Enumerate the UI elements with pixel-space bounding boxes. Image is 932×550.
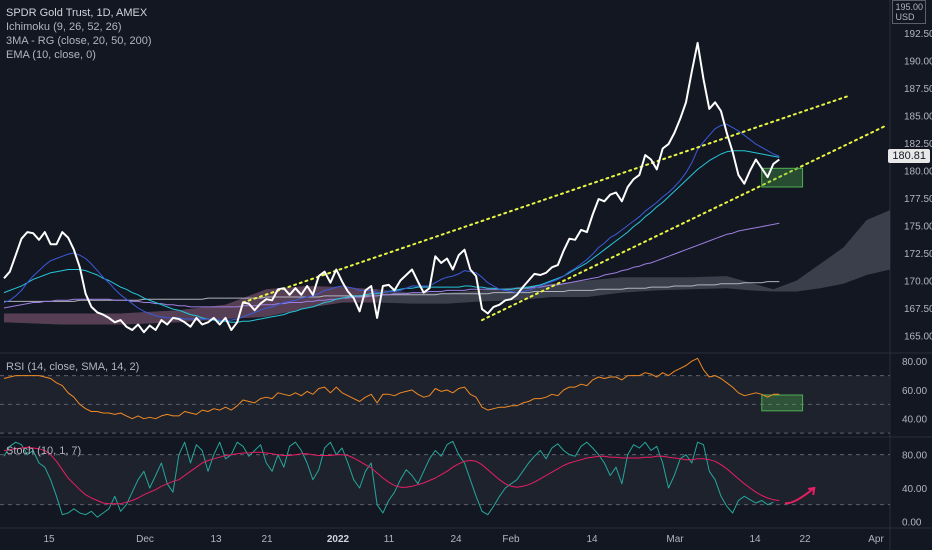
ma200-line: [4, 281, 780, 302]
ma3-label: 3MA - RG (close, 20, 50, 200): [6, 35, 152, 47]
price-tick-label: 170.00: [904, 277, 932, 288]
rsi-tick-label: 40.00: [902, 415, 927, 426]
price-tick-label: 175.00: [904, 222, 932, 233]
ichimoku-label: Ichimoku (9, 26, 52, 26): [6, 21, 122, 33]
ema-label: EMA (10, close, 0): [6, 49, 96, 61]
stoch-d-line: [3, 446, 780, 505]
time-tick-label: 24: [450, 534, 462, 545]
rsi-label: RSI (14, close, SMA, 14, 2): [6, 361, 140, 373]
time-tick-label: 14: [586, 534, 598, 545]
rsi-band: [0, 375, 890, 434]
stoch-tick-label: 80.00: [902, 451, 927, 462]
time-tick-label: Mar: [666, 534, 684, 545]
time-tick-label: 13: [210, 534, 222, 545]
ma20-line: [3, 150, 780, 323]
stoch-label: Stoch (10, 1, 7): [6, 445, 82, 457]
stoch-legend: Stoch (10, 1, 7): [6, 444, 81, 458]
trendline: [241, 94, 851, 304]
price-tick-label: 172.50: [904, 249, 932, 260]
ichimoku-cloud: [4, 210, 890, 325]
price-tick-label: 177.50: [904, 194, 932, 205]
rsi-tick-label: 80.00: [902, 357, 927, 368]
time-tick-label: 15: [43, 534, 55, 545]
top-tick-label: 195.00: [895, 2, 923, 12]
time-tick-label: Dec: [136, 534, 154, 545]
rsi-line: [3, 357, 780, 420]
currency-label: USD: [895, 12, 915, 22]
trendline: [480, 125, 886, 322]
price-tick-label: 192.50: [904, 29, 932, 40]
stoch-band: [0, 454, 890, 505]
price-line: [3, 41, 780, 334]
time-tick-label: 14: [749, 534, 761, 545]
time-tick-label: 2022: [327, 534, 350, 545]
price-tick-label: 180.00: [904, 167, 932, 178]
rsi-tick-label: 60.00: [902, 386, 927, 397]
rsi-legend: RSI (14, close, SMA, 14, 2): [6, 360, 139, 374]
ema-line: [3, 123, 780, 321]
stoch-k-line: [3, 440, 774, 518]
price-tick-label: 165.00: [904, 332, 932, 343]
ma50-line: [3, 222, 780, 309]
currency-tag[interactable]: 195.00 USD: [892, 0, 926, 24]
arrow-annotation: [784, 487, 815, 505]
time-tick-label: Apr: [868, 534, 884, 545]
price-tick-label: 167.50: [904, 304, 932, 315]
time-tick-label: 11: [384, 534, 395, 545]
stoch-tick-label: 0.00: [902, 517, 922, 528]
price-tick-label: 185.00: [904, 112, 932, 123]
arrow-head: [808, 486, 816, 496]
last-price-tag: 180.81: [888, 149, 930, 163]
time-tick-label: Feb: [502, 534, 520, 545]
main-legend: SPDR Gold Trust, 1D, AMEX Ichimoku (9, 2…: [6, 6, 152, 62]
ichimoku-cloud-bearish: [4, 286, 378, 325]
symbol-title: SPDR Gold Trust, 1D, AMEX: [6, 7, 148, 19]
support-box: [761, 167, 804, 188]
time-tick-label: 21: [261, 534, 273, 545]
rsi-support-box: [761, 394, 804, 412]
price-tick-label: 182.50: [904, 139, 932, 150]
stoch-tick-label: 40.00: [902, 484, 927, 495]
price-tick-label: 187.50: [904, 84, 932, 95]
time-tick-label: 22: [799, 534, 811, 545]
price-tick-label: 190.00: [904, 57, 932, 68]
